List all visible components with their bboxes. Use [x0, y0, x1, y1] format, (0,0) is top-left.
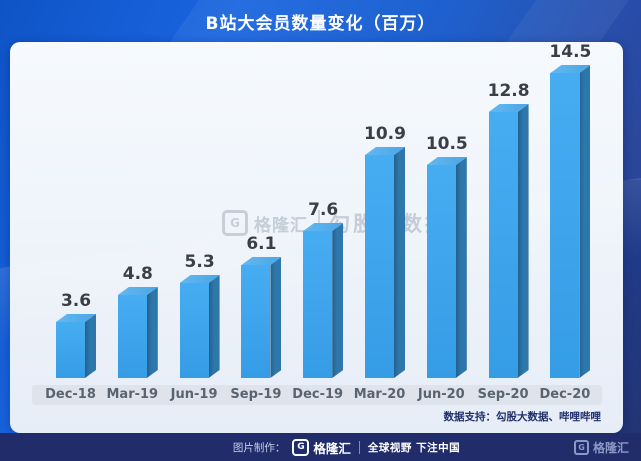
x-axis-strip	[32, 385, 602, 405]
bar-top-face	[426, 157, 467, 165]
bar-value-label: 10.5	[425, 134, 468, 154]
bar-value-label: 7.6	[308, 200, 339, 220]
bar: 14.5	[549, 42, 591, 378]
x-axis-label: Dec-18	[45, 387, 96, 402]
bar-top-face	[56, 314, 96, 322]
footer-slogan: 全球视野 下注中国	[367, 441, 461, 454]
bar-top-face	[303, 223, 344, 231]
x-axis-label: Jun-19	[170, 387, 218, 402]
footer-brand: 格隆汇	[313, 440, 351, 456]
footer-bar: 图片制作： G 格隆汇 全球视野 下注中国 G 格隆汇	[0, 433, 641, 461]
bar-front-face	[426, 165, 456, 378]
bar: 10.9	[364, 124, 406, 378]
gelonghui-logo-icon: G	[573, 439, 589, 455]
bar-value-label: 6.1	[246, 234, 277, 254]
bar: 12.8	[488, 81, 530, 378]
chart-title: B站大会员数量变化（百万）	[205, 13, 436, 34]
bar-front-face	[117, 295, 147, 378]
bar-value-label: 14.5	[549, 42, 592, 62]
bar-side-face	[394, 147, 405, 378]
bar-value-label: 12.8	[487, 81, 530, 101]
bar-side-face	[209, 275, 220, 378]
bar-front-face	[241, 265, 271, 378]
made-by-label: 图片制作：	[232, 441, 286, 454]
bar: 5.3	[179, 252, 220, 378]
bar-value-label: 3.6	[60, 291, 92, 311]
footer-divider	[358, 440, 360, 454]
plot-area: 3.6 4.8 5.3 6.1 7.6 10.9 10.5 12.8 14.5	[10, 42, 623, 378]
watermark-brand: 格隆汇	[254, 215, 308, 236]
bar: 3.6	[56, 291, 96, 378]
bar-value-label: 10.9	[364, 124, 406, 144]
bar-top-face	[179, 275, 220, 283]
bar-front-face	[488, 112, 518, 378]
bar-top-face	[365, 147, 405, 155]
bar: 4.8	[117, 264, 158, 378]
footer-credit: 图片制作： G 格隆汇 全球视野 下注中国	[233, 438, 460, 457]
bar-side-face	[147, 287, 158, 378]
title-bar: B站大会员数量变化（百万）	[0, 0, 641, 42]
source-note: 数据支持：勾股大数据、哔哩哔哩	[443, 411, 602, 423]
bar-side-face	[332, 223, 343, 378]
bar-front-face	[56, 322, 85, 378]
bar-front-face	[179, 283, 209, 378]
x-axis-label: Mar-19	[106, 387, 159, 402]
x-axis-label: Dec-19	[292, 387, 344, 402]
footer-corner-logo: G 格隆汇	[573, 433, 629, 461]
bar-front-face	[550, 73, 580, 378]
bar-side-face	[579, 65, 590, 378]
bar-side-face	[518, 104, 529, 378]
bar: 6.1	[241, 234, 282, 378]
x-axis-label: Sep-19	[230, 387, 282, 402]
bar-side-face	[270, 257, 281, 378]
bar-value-label: 5.3	[184, 252, 215, 272]
bar-side-face	[456, 157, 467, 378]
footer-corner-brand: 格隆汇	[592, 440, 629, 455]
bar-top-face	[241, 257, 282, 265]
gelonghui-logo-icon: G	[292, 438, 310, 456]
x-axis-label: Sep-20	[477, 387, 529, 402]
chart-card: G 格隆汇 勾股大数据 3.64.85.36.17.610.910.512.81…	[0, 42, 641, 433]
bar-top-face	[550, 65, 591, 73]
bar-top-face	[117, 287, 158, 295]
x-axis-label: Jun-20	[417, 387, 465, 402]
x-axis-label: Mar-20	[353, 387, 406, 402]
bar: 7.6	[303, 200, 344, 378]
bar-value-label: 4.8	[122, 264, 153, 284]
x-axis-label: Dec-20	[539, 387, 591, 402]
bar-top-face	[488, 104, 529, 112]
bar: 10.5	[426, 134, 468, 378]
bar-front-face	[303, 231, 333, 378]
gelonghui-logo-icon: G	[222, 210, 248, 236]
bar-side-face	[85, 314, 96, 378]
bar-front-face	[365, 155, 394, 378]
